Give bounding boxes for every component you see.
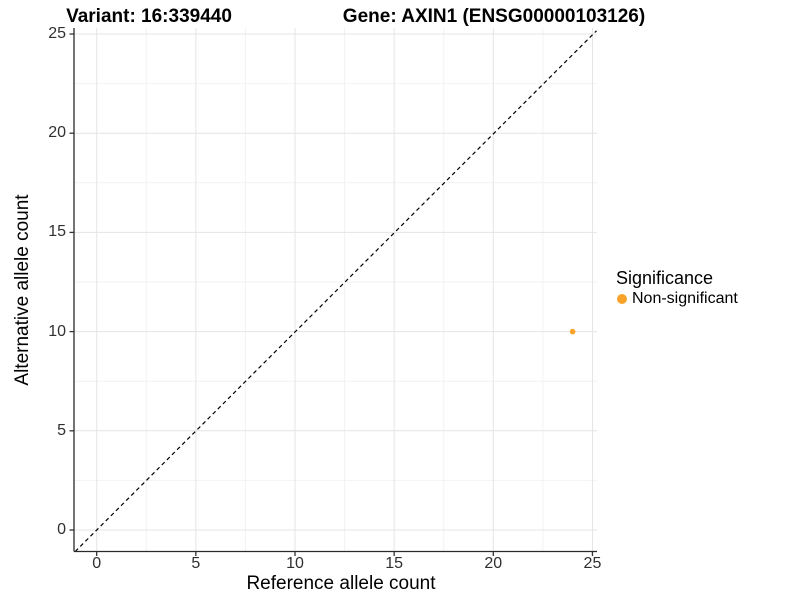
x-tick-label: 20 <box>484 555 503 572</box>
y-tick-label: 20 <box>48 124 66 142</box>
plot-title-gene: Gene: AXIN1 (ENSG00000103126) <box>342 6 646 27</box>
y-axis-title: Alternative allele count <box>12 194 33 386</box>
x-tick-label: 25 <box>583 555 602 572</box>
x-tick-label: 10 <box>286 555 304 572</box>
y-tick-label: 25 <box>48 25 66 42</box>
plot-title-variant: Variant: 16:339440 <box>66 6 232 27</box>
data-point <box>569 328 576 335</box>
x-tick-label: 15 <box>385 555 404 572</box>
y-tick-label: 10 <box>48 322 66 340</box>
x-tick-label: 5 <box>191 555 201 572</box>
identity-reference-line <box>74 30 597 552</box>
legend-item-label: Non-significant <box>632 290 738 307</box>
y-tick-label: 15 <box>48 223 66 241</box>
legend-point-icon <box>617 294 627 304</box>
legend-title: Significance <box>616 268 714 288</box>
y-tick-label: 5 <box>57 421 66 439</box>
y-tick-label: 0 <box>57 521 66 538</box>
x-axis-title: Reference allele count <box>246 573 436 594</box>
x-tick-label: 0 <box>92 555 102 572</box>
